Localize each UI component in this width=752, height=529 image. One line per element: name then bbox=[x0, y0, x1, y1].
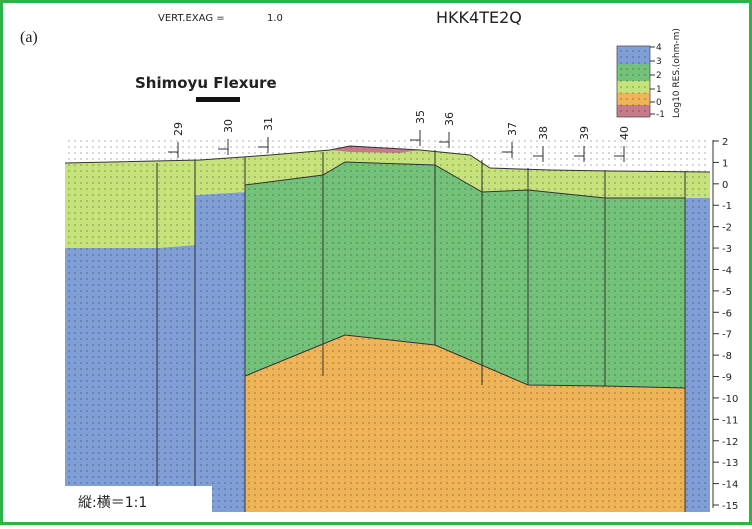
legend-label: 3 bbox=[656, 57, 662, 67]
depth-label: -6 bbox=[722, 308, 732, 319]
depth-label: -11 bbox=[722, 415, 738, 426]
line-id: HKK4TE2Q bbox=[436, 8, 522, 27]
depth-label: -12 bbox=[722, 437, 738, 448]
depth-label: -15 bbox=[722, 501, 738, 512]
station-label: 38 bbox=[537, 126, 550, 140]
depth-label: 1 bbox=[722, 158, 728, 169]
legend-label: 2 bbox=[656, 71, 662, 81]
scale-note: 縦:横＝1:1 bbox=[78, 495, 147, 511]
depth-label: -7 bbox=[722, 330, 732, 341]
station-label: 31 bbox=[262, 117, 275, 131]
legend: Log10 RES.(ohm-m) bbox=[616, 28, 682, 118]
depth-label: -1 bbox=[722, 201, 732, 212]
depth-label: -8 bbox=[722, 351, 732, 362]
cross-section bbox=[64, 140, 711, 512]
station-label: 29 bbox=[172, 122, 185, 136]
legend-label: -1 bbox=[656, 110, 665, 120]
station-label: 36 bbox=[443, 112, 456, 126]
panel-label: (a) bbox=[20, 29, 38, 46]
depth-label: -14 bbox=[722, 480, 738, 491]
depth-label: -3 bbox=[722, 244, 732, 255]
station-label: 30 bbox=[222, 119, 235, 133]
station-label: 40 bbox=[618, 126, 631, 140]
station-label: 35 bbox=[414, 110, 427, 124]
depth-label: -9 bbox=[722, 373, 732, 384]
feature-label: Shimoyu Flexure bbox=[135, 74, 277, 92]
depth-label: 0 bbox=[722, 180, 728, 191]
station-label: 37 bbox=[506, 122, 519, 136]
legend-label: 1 bbox=[656, 85, 662, 95]
note-box bbox=[63, 486, 212, 515]
depth-label: -5 bbox=[722, 287, 732, 298]
exag-value: 1.0 bbox=[267, 13, 283, 24]
legend-label: 4 bbox=[656, 43, 662, 53]
legend-title: Log10 RES.(ohm-m) bbox=[672, 28, 682, 118]
depth-label: -4 bbox=[722, 265, 732, 276]
legend-label: 0 bbox=[656, 98, 662, 108]
feature-bar bbox=[196, 97, 240, 102]
depth-label: 2 bbox=[722, 137, 728, 148]
station-label: 39 bbox=[578, 126, 591, 140]
depth-label: -13 bbox=[722, 458, 738, 469]
exag-label: VERT.EXAG = bbox=[158, 13, 225, 24]
depth-label: -10 bbox=[722, 394, 738, 405]
depth-label: -2 bbox=[722, 223, 732, 234]
